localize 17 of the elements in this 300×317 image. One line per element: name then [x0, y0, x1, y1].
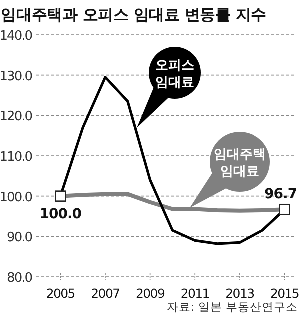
- x-tick-label: 2009: [136, 286, 166, 301]
- x-tick-label: 2007: [91, 286, 120, 301]
- x-tick-label: 2011: [180, 286, 210, 301]
- annotation: 100.0: [40, 206, 82, 222]
- y-tick-label: 90.0: [7, 230, 33, 246]
- chart-title: 임대주택과 오피스 임대료 변동률 지수: [1, 6, 268, 24]
- y-tick-label: 140.0: [0, 29, 33, 44]
- x-tick-label: 2005: [46, 286, 75, 301]
- y-tick-label: 110.0: [0, 150, 33, 165]
- y-tick-label: 80.0: [7, 271, 33, 286]
- y-tick-label: 120.0: [0, 110, 33, 125]
- x-tick-label: 2013: [226, 286, 254, 301]
- y-tick-label: 130.0: [0, 69, 33, 84]
- y-tick-label: 100.0: [0, 190, 33, 206]
- x-tick-label: 2015: [270, 286, 300, 301]
- text: 자료: 일본 부동산연구소: [166, 300, 298, 314]
- annotation: 96.7: [264, 186, 298, 203]
